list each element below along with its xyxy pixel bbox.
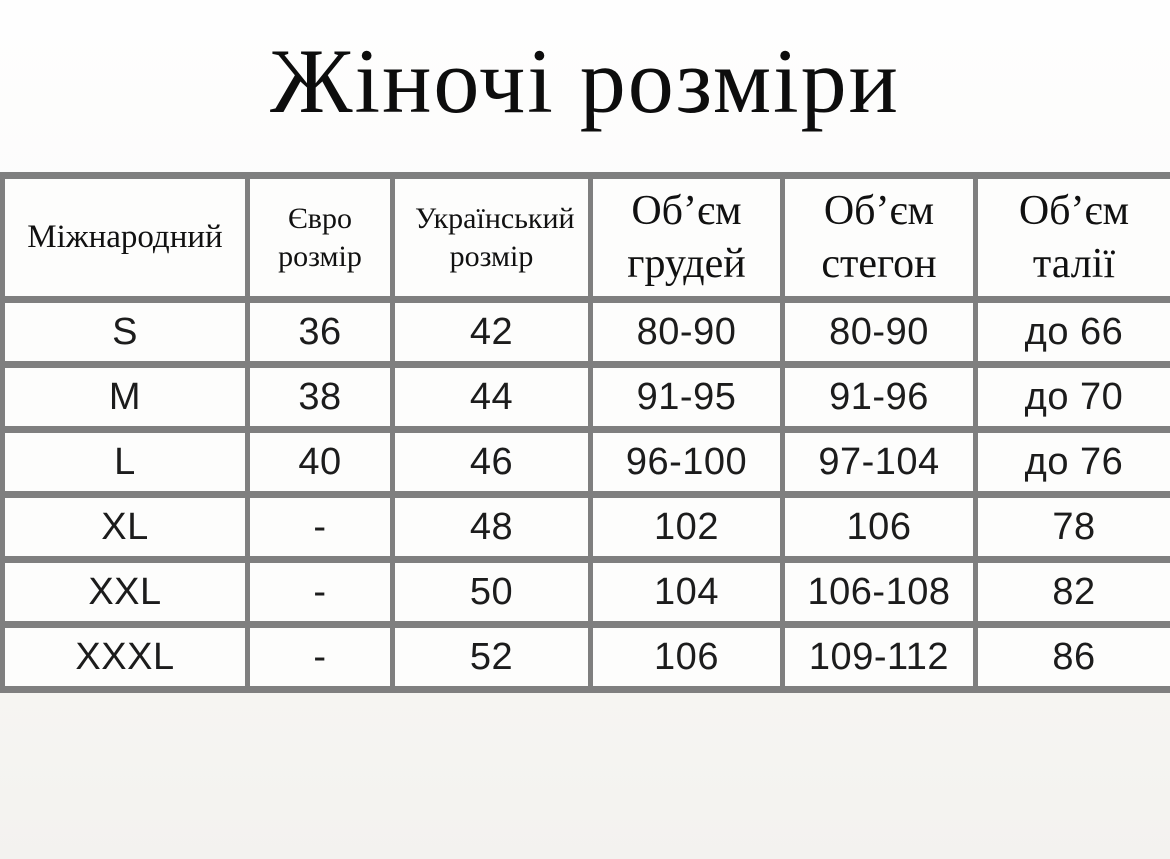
table-cell: 106 [588, 621, 785, 693]
table-cell: 106-108 [780, 556, 978, 628]
table-cell: 40 [245, 426, 395, 498]
table-cell: 96-100 [588, 426, 785, 498]
table-cell: XXL [0, 556, 250, 628]
size-table-header: Міжнародний Євро розмір Український розм… [0, 172, 1170, 303]
header-ukrainian-size: Український розмір [390, 172, 593, 303]
table-cell: 91-95 [588, 361, 785, 433]
table-cell: до 66 [973, 296, 1170, 368]
womens-size-table: Міжнародний Євро розмір Український розм… [0, 172, 1170, 693]
table-cell: S [0, 296, 250, 368]
table-row: S 36 42 80-90 80-90 до 66 [0, 296, 1170, 368]
table-row: XL -48 102 106 78 [0, 491, 1170, 563]
table-cell: - [245, 621, 395, 693]
header-international: Міжнародний [0, 172, 250, 303]
table-cell: 80-90 [588, 296, 785, 368]
table-cell: 52 [390, 621, 593, 693]
table-cell: 80-90 [780, 296, 978, 368]
table-cell: XL [0, 491, 250, 563]
table-cell: 46 [390, 426, 593, 498]
header-chest-volume: Об’єм грудей [588, 172, 785, 303]
header-waist-volume: Об’єм талії [973, 172, 1170, 303]
table-cell: L [0, 426, 250, 498]
table-cell: 42 [390, 296, 593, 368]
header-row: Міжнародний Євро розмір Український розм… [0, 172, 1170, 303]
table-cell: 104 [588, 556, 785, 628]
header-euro-size: Євро розмір [245, 172, 395, 303]
table-cell: 48 [390, 491, 593, 563]
table-cell: 50 [390, 556, 593, 628]
table-row: L 40 46 96-100 97-104 до 76 [0, 426, 1170, 498]
table-cell: 91-96 [780, 361, 978, 433]
header-hip-volume: Об’єм стегон [780, 172, 978, 303]
table-cell: - [245, 491, 395, 563]
table-cell: 38 [245, 361, 395, 433]
table-cell: XXXL [0, 621, 250, 693]
table-cell: до 76 [973, 426, 1170, 498]
table-cell: 36 [245, 296, 395, 368]
table-row: XXL -50 104 106-108 82 [0, 556, 1170, 628]
title-area: Жіночі розміри [0, 0, 1170, 172]
table-cell: 82 [973, 556, 1170, 628]
table-cell: 44 [390, 361, 593, 433]
table-cell: 109-112 [780, 621, 978, 693]
page-title: Жіночі розміри [270, 30, 900, 132]
size-table-body: S 36 42 80-90 80-90 до 66 M 38 44 91-95 91-96 до 70… [0, 296, 1170, 693]
table-cell: - [245, 556, 395, 628]
table-row: M 38 44 91-95 91-96 до 70 [0, 361, 1170, 433]
table-cell: 97-104 [780, 426, 978, 498]
table-row: XXXL -52 106 109-112 86 [0, 621, 1170, 693]
table-cell: 102 [588, 491, 785, 563]
table-cell: до 70 [973, 361, 1170, 433]
table-cell: M [0, 361, 250, 433]
table-cell: 86 [973, 621, 1170, 693]
table-cell: 106 [780, 491, 978, 563]
table-cell: 78 [973, 491, 1170, 563]
